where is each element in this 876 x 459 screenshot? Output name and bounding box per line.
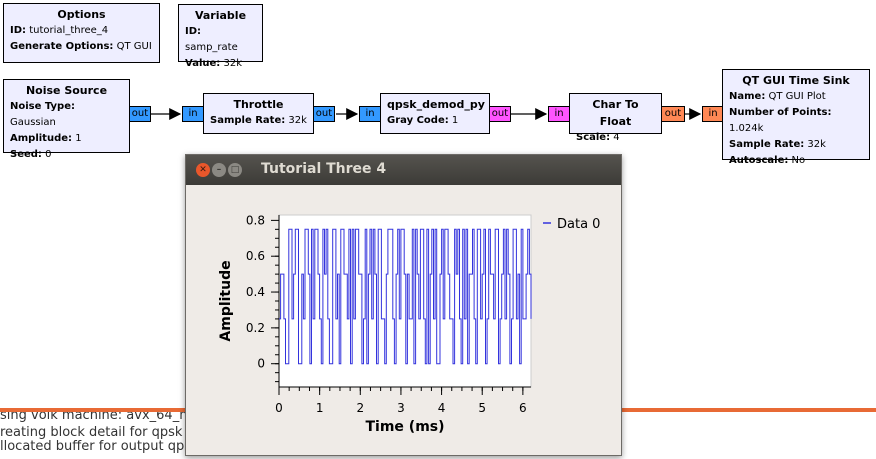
time-sink-in-port[interactable]: in — [702, 106, 724, 122]
minimize-icon[interactable]: – — [212, 163, 226, 177]
series-line-0 — [279, 228, 532, 365]
char-to-float-block[interactable]: Char To Float Scale: 4 — [569, 93, 662, 143]
y-tick-label: 0.2 — [246, 321, 265, 335]
x-tick-label: 3 — [397, 401, 405, 415]
noise-source-out-port[interactable]: out — [129, 106, 151, 122]
qpsk-demod-in-port[interactable]: in — [359, 106, 381, 122]
throttle-block[interactable]: Throttle Sample Rate: 32k — [203, 93, 314, 134]
plot-window[interactable]: ✕ – □ Tutorial Three 4 0 0.2 0.4 0.6 0.8 0 1 2 3… — [185, 154, 622, 456]
maximize-icon[interactable]: □ — [228, 163, 242, 177]
throttle-in-port[interactable]: in — [182, 106, 204, 122]
block-title: Char To Float — [592, 98, 639, 128]
x-tick-label: 2 — [356, 401, 364, 415]
plot-area[interactable]: 0 0.2 0.4 0.6 0.8 0 1 2 3 4 5 6 Time (ms) Amplitude Da… — [186, 185, 621, 455]
y-tick-label: 0.8 — [246, 213, 265, 227]
y-axis-label: Amplitude — [218, 260, 234, 341]
window-titlebar[interactable]: ✕ – □ Tutorial Three 4 — [186, 155, 621, 185]
legend-label: Data 0 — [557, 217, 600, 232]
console-line: reating block detail for qpsk — [0, 425, 183, 440]
throttle-out-port[interactable]: out — [313, 106, 335, 122]
console-line: sing volk machine: avx_64_m — [0, 412, 192, 423]
qpsk-demod-out-port[interactable]: out — [489, 106, 511, 122]
variable-block[interactable]: Variable ID: samp_rate Value: 32k — [178, 4, 263, 69]
block-title: Options — [57, 8, 106, 21]
block-title: QT GUI Time Sink — [742, 74, 850, 87]
time-plot[interactable]: 0 0.2 0.4 0.6 0.8 0 1 2 3 4 5 6 Time (ms) Amplitude Da… — [186, 185, 621, 455]
window-title: Tutorial Three 4 — [261, 161, 387, 177]
y-tick-label: 0 — [257, 357, 265, 371]
x-tick-label: 5 — [478, 401, 486, 415]
close-icon[interactable]: ✕ — [196, 163, 210, 177]
time-sink-block[interactable]: QT GUI Time Sink Name: QT GUI Plot Numbe… — [722, 69, 870, 166]
y-tick-label: 0.4 — [246, 285, 265, 299]
x-tick-label: 1 — [316, 401, 324, 415]
char-to-float-in-port[interactable]: in — [548, 106, 570, 122]
x-tick-label: 0 — [275, 401, 283, 415]
block-title: Variable — [194, 9, 247, 22]
noise-source-block[interactable]: Noise Source Noise Type: Gaussian Amplit… — [3, 79, 130, 160]
x-axis-label: Time (ms) — [365, 419, 444, 435]
block-title: Throttle — [233, 98, 284, 111]
char-to-float-out-port[interactable]: out — [661, 106, 685, 122]
options-block[interactable]: Options ID: tutorial_three_4 Generate Op… — [3, 3, 160, 63]
qpsk-demod-block[interactable]: qpsk_demod_py Gray Code: 1 — [380, 93, 490, 134]
x-tick-label: 4 — [438, 401, 446, 415]
x-tick-label: 6 — [519, 401, 527, 415]
y-tick-label: 0.6 — [246, 249, 265, 263]
block-title: Noise Source — [25, 84, 108, 97]
block-title: qpsk_demod_py — [387, 98, 485, 111]
